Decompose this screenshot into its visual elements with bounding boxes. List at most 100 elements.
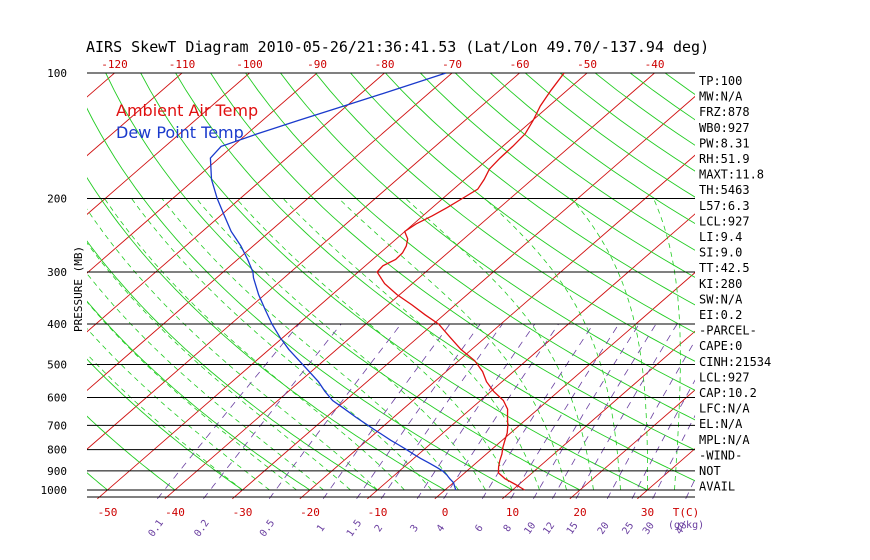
- side-panel-stat: TH:5463: [699, 183, 750, 197]
- isotherm-line: [87, 73, 251, 215]
- bottom-temperature-tick-label: -40: [165, 506, 185, 519]
- moist-adiabat-line: [161, 198, 459, 491]
- dry-adiabat-line: [840, 73, 870, 490]
- mixing-ratio-label: 12: [541, 520, 557, 536]
- dew-point-line: [209, 73, 457, 491]
- dry-adiabat-line: [245, 73, 695, 421]
- mixing-ratio-label: 0.1: [147, 518, 166, 539]
- isotherm-line: [232, 95, 695, 500]
- dry-adiabat-line: [805, 73, 870, 490]
- mixing-ratio-line: [552, 323, 657, 499]
- isotherm-line: [502, 330, 695, 500]
- mixing-ratio-label: 20: [596, 520, 612, 536]
- mixing-ratio-label: 30: [641, 520, 657, 536]
- pressure-tick-label: 500: [47, 358, 67, 371]
- bottom-temperature-tick-label: -50: [98, 506, 118, 519]
- top-temperature-tick-label: -50: [577, 58, 597, 71]
- dry-adiabat-line: [350, 73, 695, 334]
- mixing-ratio-label: 4: [435, 523, 447, 534]
- isotherm-line: [97, 73, 588, 500]
- side-panel-stat: EI:0.2: [699, 308, 742, 322]
- dry-adiabat-line: [629, 73, 695, 121]
- isotherm-line: [299, 154, 695, 500]
- dry-adiabat-line: [175, 73, 695, 482]
- mixing-ratio-line: [380, 323, 503, 500]
- dry-adiabat-line: [420, 73, 695, 278]
- mixing-ratio-label: 25: [621, 520, 637, 536]
- dry-adiabat-line: [87, 300, 311, 491]
- side-panel-stat: MAXT:11.8: [699, 168, 764, 182]
- mixing-ratio-label: 3: [409, 523, 421, 534]
- isotherm-line: [637, 448, 695, 500]
- chart-title: AIRS SkewT Diagram 2010-05-26/21:36:41.5…: [86, 38, 709, 56]
- bottom-temperature-tick-label: 0: [442, 506, 449, 519]
- side-panel-stat: LFC:N/A: [699, 402, 750, 416]
- pressure-tick-label: 400: [47, 318, 67, 331]
- isotherm-line: [87, 73, 318, 274]
- mixing-ratio-line: [510, 323, 620, 500]
- side-panel-stat: LCL:927: [699, 214, 750, 228]
- top-temperature-tick-label: -80: [375, 58, 395, 71]
- temperature-unit-label: T(C): [673, 506, 700, 519]
- mixing-ratio-label: 2: [373, 523, 385, 534]
- bottom-temperature-tick-label: -20: [300, 506, 320, 519]
- bottom-temperature-tick-label: -30: [233, 506, 253, 519]
- mixing-ratio-label: 15: [565, 520, 581, 536]
- top-temperature-tick-label: -100: [236, 58, 263, 71]
- dry-adiabat-line: [87, 107, 513, 491]
- side-panel-stat: EL:N/A: [699, 417, 743, 431]
- side-panel-stat: SI:9.0: [699, 246, 742, 260]
- mixing-ratio-label: 10: [523, 520, 539, 536]
- isotherm-line: [87, 73, 521, 450]
- moist-adiabat-line: [653, 198, 681, 491]
- top-temperature-tick-label: -60: [510, 58, 530, 71]
- top-temperature-tick-label: -90: [307, 58, 327, 71]
- side-panel-stat: WB0:927: [699, 121, 750, 135]
- dry-adiabat-line: [525, 73, 695, 198]
- moist-adiabat-line: [484, 198, 621, 491]
- side-panel-stat: TP:100: [699, 74, 742, 88]
- mixing-ratio-line: [356, 323, 481, 500]
- side-panel-stat: CAP:10.2: [699, 386, 757, 400]
- pressure-tick-label: 100: [47, 67, 67, 80]
- bottom-temperature-tick-label: 10: [506, 506, 519, 519]
- side-panel-stat: NOT: [699, 464, 721, 478]
- isotherm-line: [840, 64, 870, 499]
- mixing-ratio-label: 1.5: [345, 518, 364, 539]
- top-temperature-tick-label: -110: [169, 58, 196, 71]
- side-panel-stat: CINH:21534: [699, 355, 771, 369]
- side-panel-stat: -WIND-: [699, 448, 742, 462]
- side-panel-stat: LCL:927: [699, 370, 750, 384]
- moist-adiabat-line: [87, 328, 270, 491]
- moist-adiabat-line: [131, 198, 432, 491]
- pressure-tick-label: 1000: [41, 484, 68, 497]
- bottom-temperature-tick-label: -10: [368, 506, 388, 519]
- top-temperature-tick-label: -120: [101, 58, 128, 71]
- isotherm-line: [772, 64, 870, 499]
- bottom-temperature-tick-label: 20: [573, 506, 586, 519]
- dry-adiabat-line: [770, 73, 870, 490]
- mixing-ratio-line: [156, 323, 300, 500]
- pressure-tick-label: 800: [47, 444, 67, 457]
- pressure-tick-label: 200: [47, 193, 67, 206]
- mixing-ratio-label: 8: [502, 523, 514, 534]
- mixing-ratio-label: 0.5: [258, 518, 277, 539]
- dry-adiabat-line: [385, 73, 695, 306]
- mixing-ratio-label: 6: [473, 523, 485, 534]
- side-panel-stat: -PARCEL-: [699, 324, 757, 338]
- side-panel-stat: L57:6.3: [699, 199, 750, 213]
- side-panel-stat: SW:N/A: [699, 292, 743, 306]
- side-panel-stat: RH:51.9: [699, 152, 750, 166]
- side-panel-stat: KI:280: [699, 277, 742, 291]
- pressure-tick-label: 300: [47, 266, 67, 279]
- isotherm-line: [434, 272, 695, 500]
- dry-adiabat-line: [0, 73, 40, 490]
- dry-adiabat-line: [735, 73, 870, 490]
- dry-adiabat-line: [210, 73, 695, 451]
- mixing-ratio-label: 1: [315, 523, 327, 534]
- mixing-ratio-line: [416, 323, 536, 500]
- legend-dew-point: Dew Point Temp: [116, 123, 244, 142]
- y-axis-label: PRESSURE (MB): [72, 246, 85, 332]
- pressure-tick-label: 600: [47, 391, 67, 404]
